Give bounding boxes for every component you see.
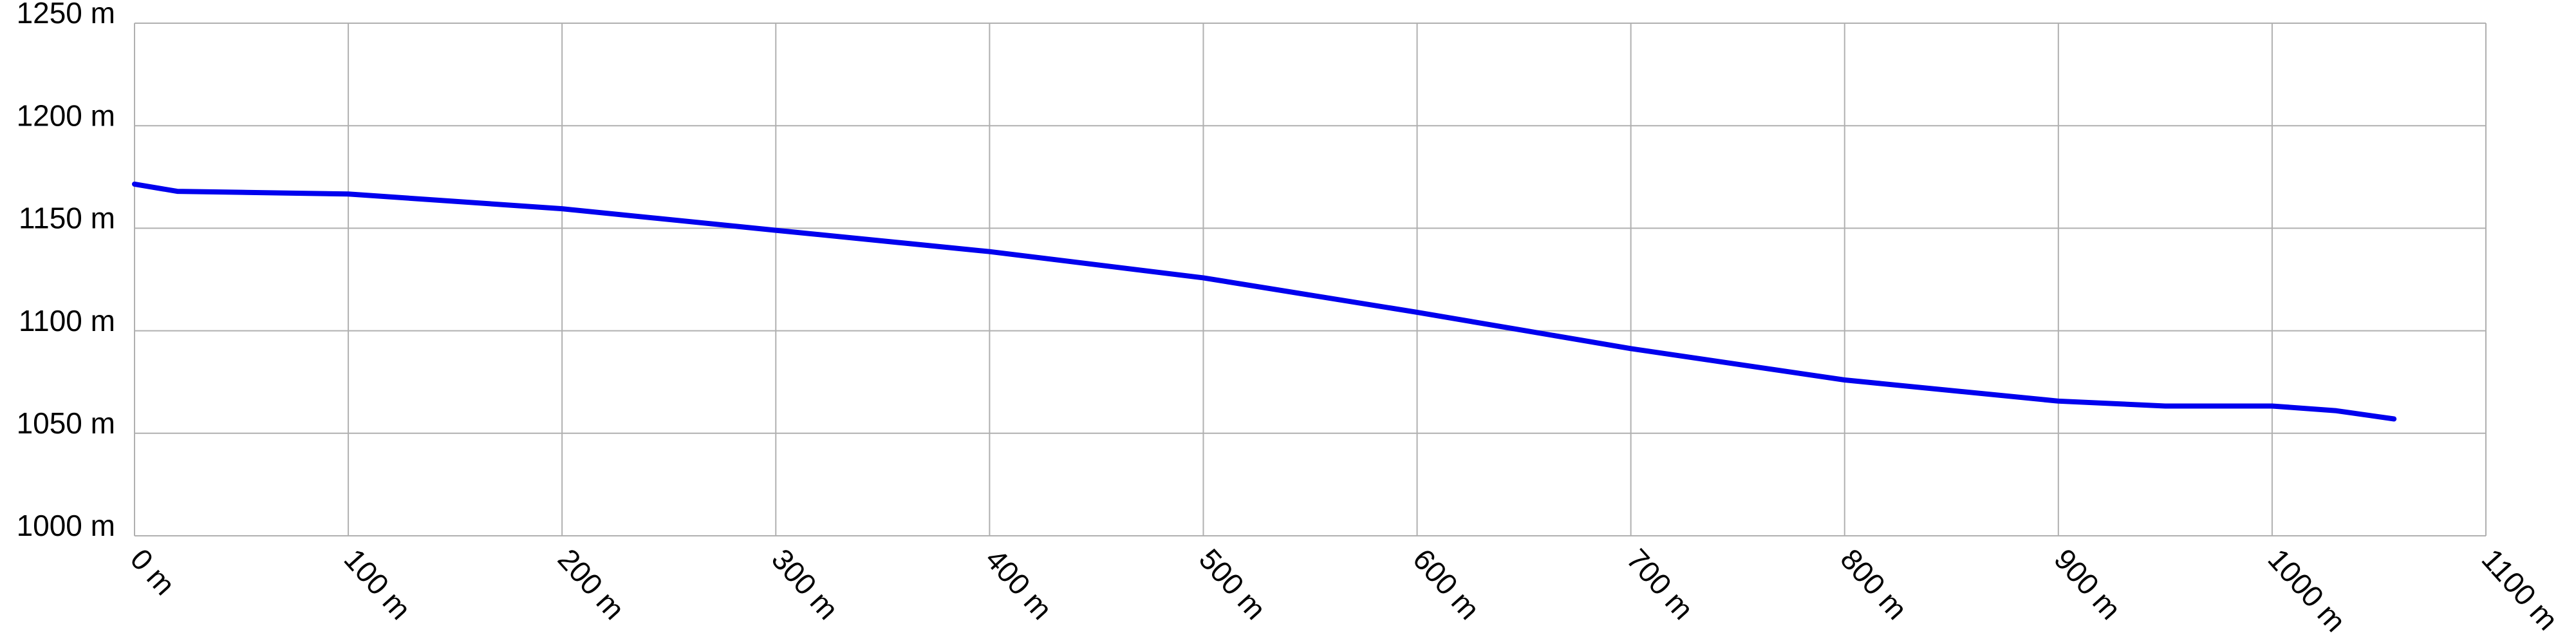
x-tick-label: 1100 m [2476, 542, 2565, 636]
x-tick-label: 500 m [1193, 542, 1273, 626]
y-tick-label: 1250 m [17, 0, 115, 30]
x-tick-label: 600 m [1406, 542, 1486, 626]
x-tick-label: 200 m [552, 542, 631, 626]
y-tick-label: 1050 m [17, 406, 115, 440]
y-tick-label: 1200 m [17, 99, 115, 132]
y-tick-label: 1150 m [19, 202, 115, 235]
x-tick-label: 1000 m [2261, 542, 2352, 638]
elevation-line [132, 181, 2397, 422]
x-tick-label: 700 m [1620, 542, 1700, 626]
y-tick-label: 1100 m [19, 304, 115, 337]
x-tick-label: 800 m [1834, 542, 1914, 626]
x-tick-label: 100 m [338, 542, 418, 626]
x-tick-label: 400 m [979, 542, 1059, 626]
y-tick-label: 1000 m [17, 509, 115, 542]
x-tick-label: 900 m [2048, 542, 2127, 626]
x-tick-label: 300 m [765, 542, 845, 626]
x-tick-label: 0 m [124, 542, 182, 601]
